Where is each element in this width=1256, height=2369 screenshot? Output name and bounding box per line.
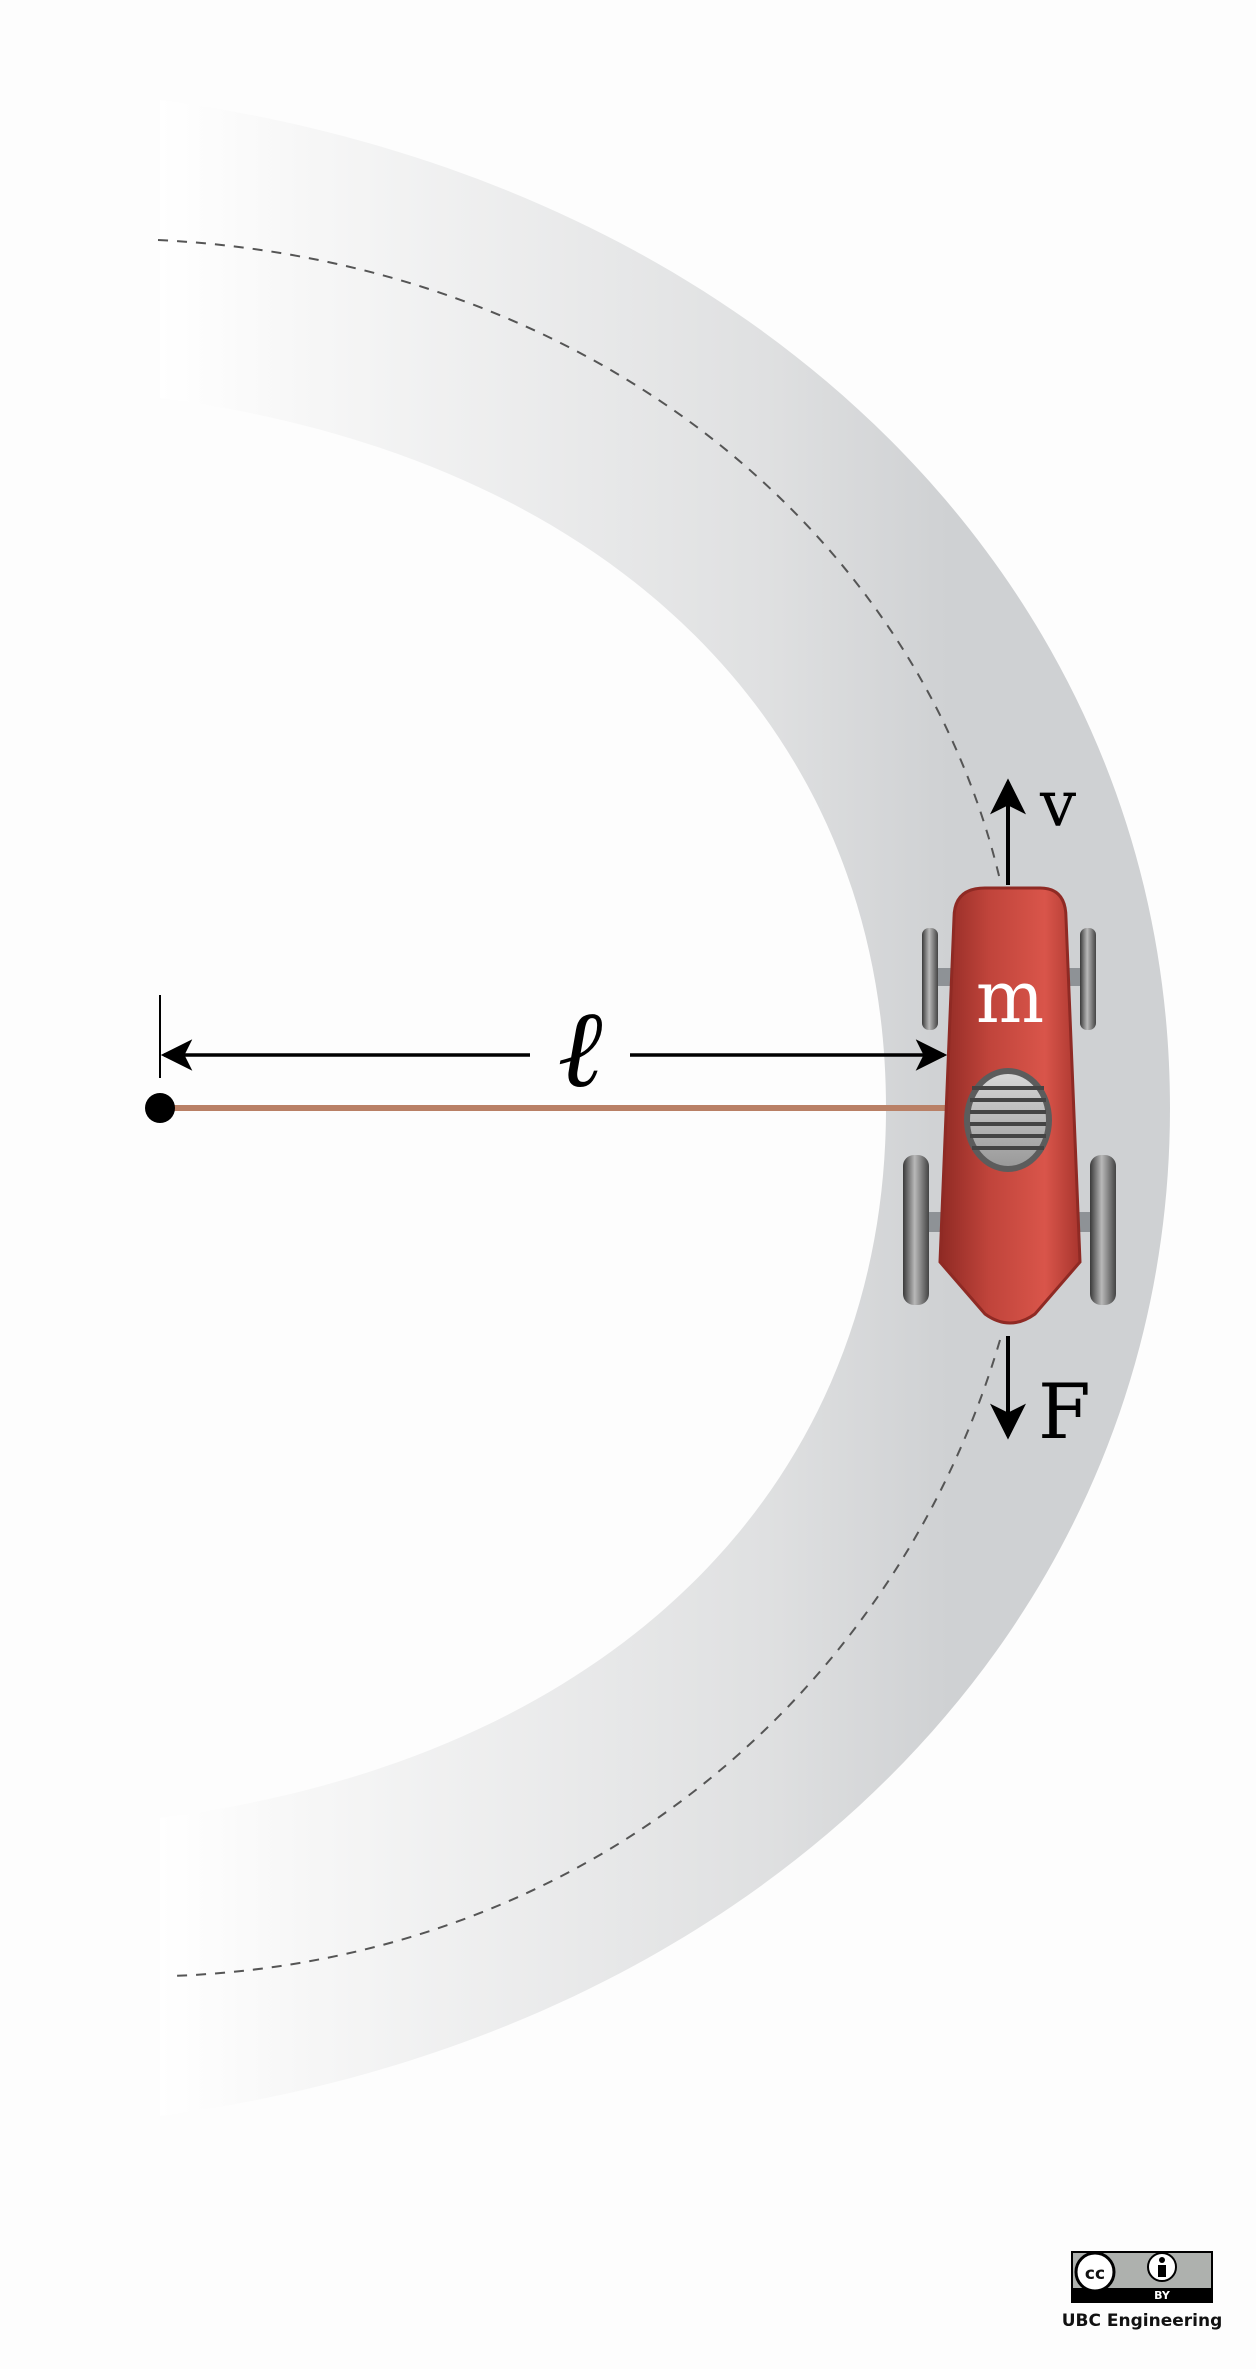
by-text: BY bbox=[1154, 2289, 1171, 2302]
cc-by-badge: cc BY bbox=[1071, 2251, 1213, 2303]
car-grille bbox=[964, 1068, 1052, 1172]
force-label: F bbox=[1038, 1367, 1091, 1456]
pivot-point bbox=[145, 1093, 175, 1123]
cc-icon bbox=[1074, 2251, 1116, 2293]
dashed-path-lower bbox=[171, 1339, 1001, 1977]
rear-left-wheel bbox=[903, 1155, 929, 1305]
race-car: m bbox=[903, 886, 1116, 1325]
attribution-text: UBC Engineering bbox=[1062, 2311, 1223, 2331]
mass-label: m bbox=[976, 955, 1044, 1039]
velocity-label: v bbox=[1039, 768, 1076, 842]
rear-right-wheel bbox=[1090, 1155, 1116, 1305]
track-band bbox=[160, 100, 1170, 2116]
cc-text: cc bbox=[1085, 2264, 1105, 2284]
front-right-wheel bbox=[1080, 928, 1096, 1030]
length-label: ℓ bbox=[558, 987, 603, 1112]
front-left-wheel bbox=[922, 928, 938, 1030]
